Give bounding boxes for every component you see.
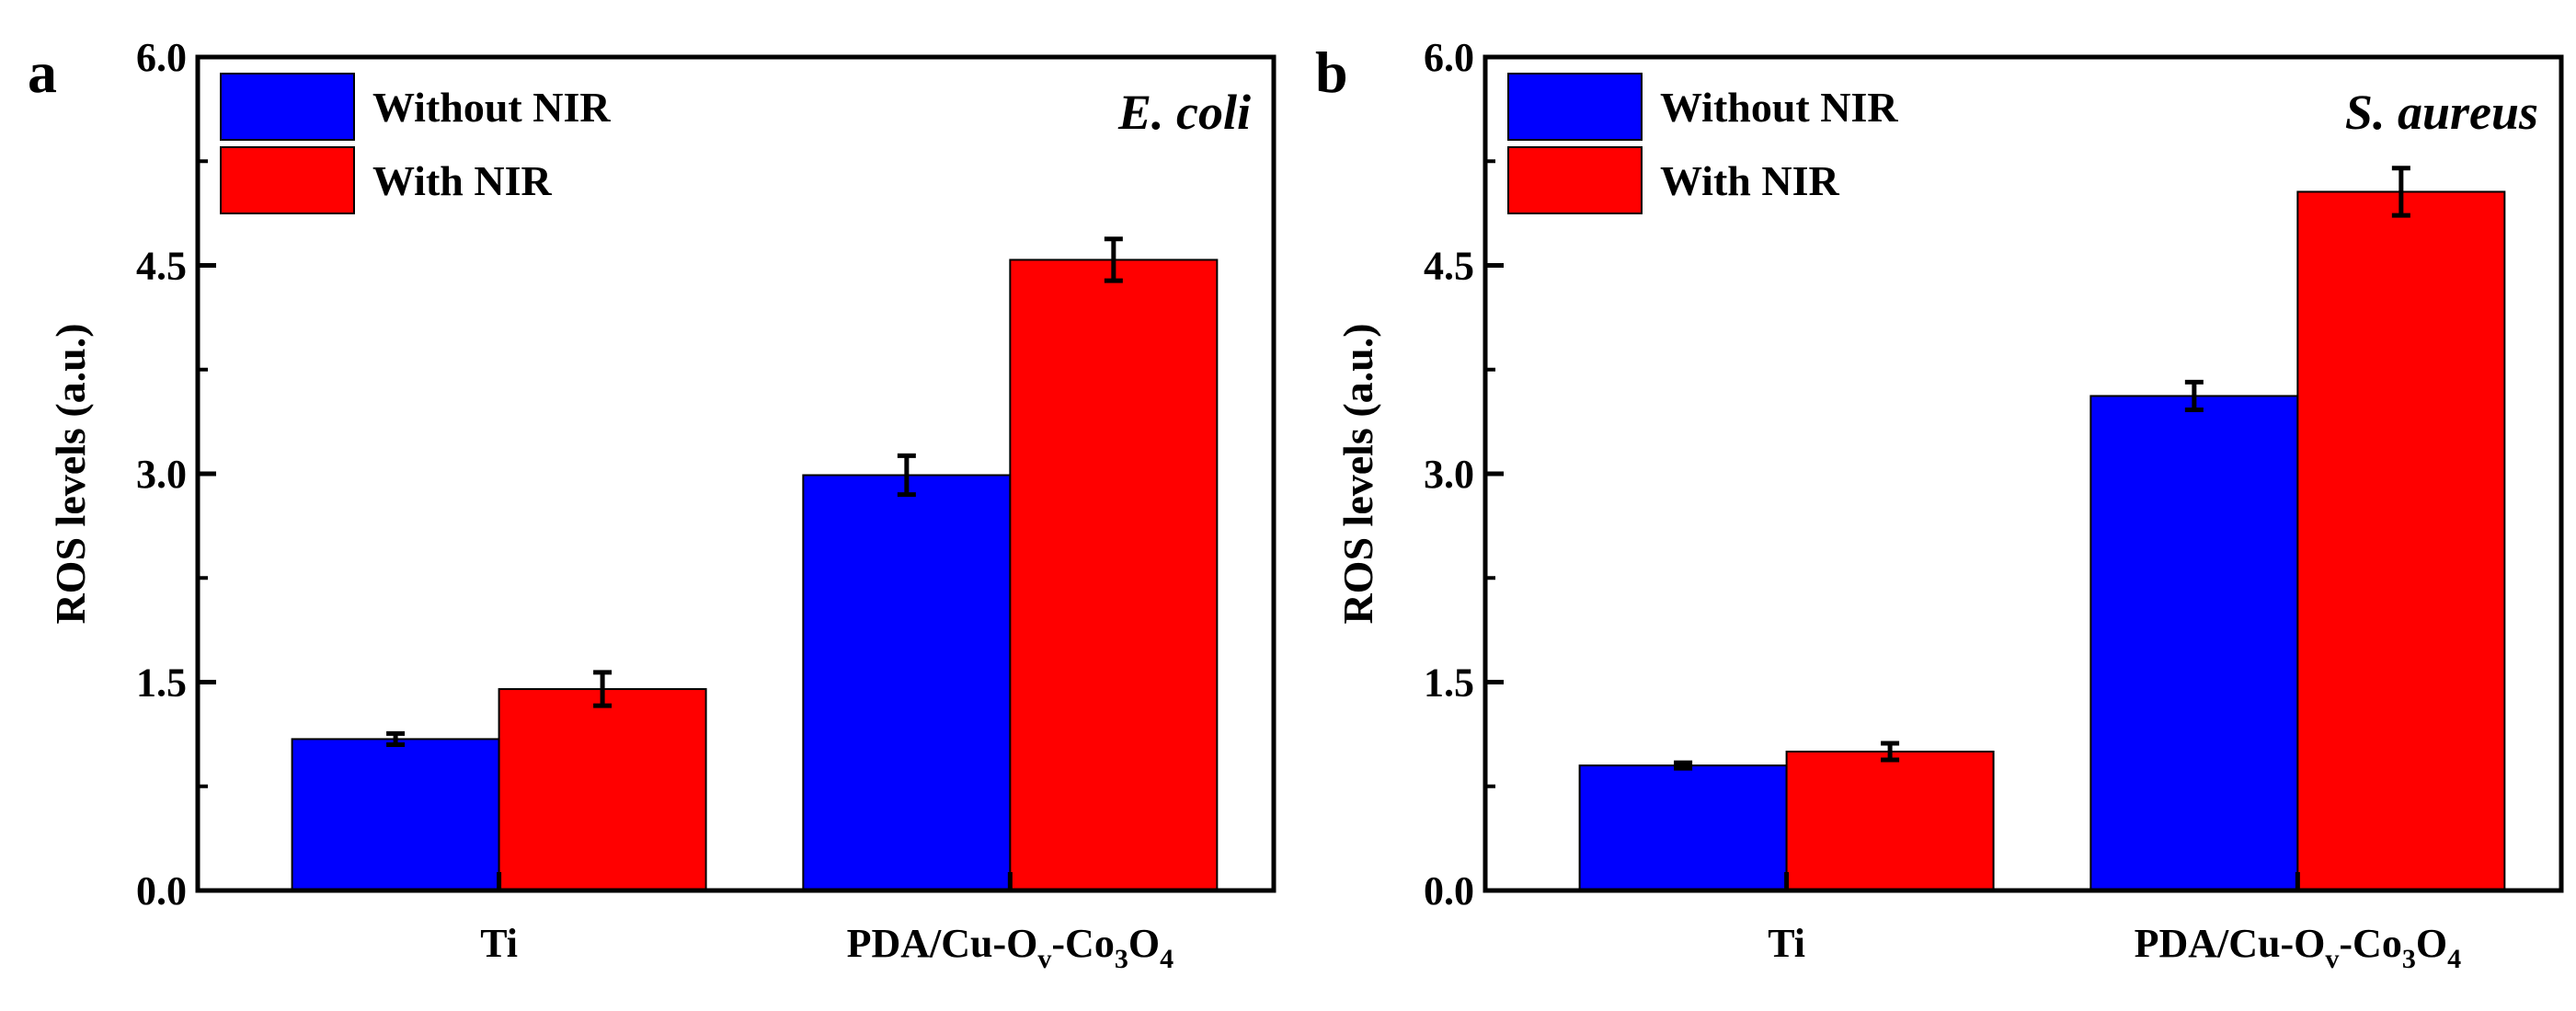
legend-label: With NIR bbox=[372, 157, 552, 204]
chart-panel-a: a 0.0 1.5 3.0 4.5 6.0 Ti PDA/Cu-Ov-Co3O4 ROS lev… bbox=[28, 35, 1277, 974]
legend-swatch bbox=[1507, 146, 1643, 214]
panel-label: b bbox=[1315, 40, 1348, 105]
chart-panel-b: b 0.0 1.5 3.0 4.5 6.0 Ti PDA/Cu-Ov-Co3O4 ROS lev… bbox=[1288, 0, 2576, 1011]
y-tick-label: 6.0 bbox=[1424, 35, 1474, 80]
error-bar bbox=[593, 670, 613, 708]
legend-label: Without NIR bbox=[1660, 84, 1898, 131]
bar bbox=[802, 474, 1012, 891]
bar bbox=[1009, 258, 1219, 891]
y-axis-title: ROS levels (a.u.) bbox=[47, 323, 94, 624]
y-tick-label: 6.0 bbox=[136, 35, 187, 80]
species-annotation: S. aureus bbox=[2345, 85, 2538, 140]
error-bar bbox=[1104, 236, 1123, 283]
x-tick-label: Ti bbox=[1768, 921, 1805, 966]
x-tick-label: Ti bbox=[480, 921, 518, 966]
x-tick-label: PDA/Cu-Ov-Co3O4 bbox=[2135, 921, 2461, 974]
error-bar bbox=[897, 453, 916, 498]
species-annotation: E. coli bbox=[1117, 85, 1251, 140]
y-tick-label: 0.0 bbox=[136, 868, 187, 913]
bar bbox=[2089, 395, 2299, 891]
bar bbox=[1578, 764, 1788, 891]
legend-swatch bbox=[220, 146, 355, 214]
error-bar bbox=[386, 730, 406, 747]
bar-chart-b: b 0.0 1.5 3.0 4.5 6.0 Ti PDA/Cu-Ov-Co3O4 ROS lev… bbox=[1315, 35, 2564, 974]
error-bar bbox=[2391, 166, 2410, 218]
legend-label: With NIR bbox=[1660, 157, 1839, 204]
bar bbox=[291, 738, 500, 891]
y-tick-label: 3.0 bbox=[1424, 452, 1474, 497]
legend-swatch bbox=[1507, 73, 1643, 141]
y-tick-label: 1.5 bbox=[1424, 661, 1474, 706]
y-tick-label: 1.5 bbox=[136, 661, 187, 706]
bar bbox=[2296, 190, 2506, 892]
error-bar bbox=[2184, 379, 2204, 413]
legend-label: Without NIR bbox=[372, 84, 611, 131]
y-axis-title: ROS levels (a.u.) bbox=[1334, 323, 1381, 624]
bar bbox=[498, 688, 707, 891]
error-bar bbox=[1674, 760, 1693, 771]
y-tick-label: 4.5 bbox=[136, 244, 187, 289]
y-tick-label: 3.0 bbox=[136, 452, 187, 497]
y-tick-label: 0.0 bbox=[1424, 868, 1474, 913]
error-bar bbox=[1881, 741, 1900, 763]
bar bbox=[1785, 751, 1995, 891]
panel-label: a bbox=[28, 40, 57, 105]
bar-chart-a: a 0.0 1.5 3.0 4.5 6.0 Ti PDA/Cu-Ov-Co3O4 ROS lev… bbox=[28, 35, 1277, 974]
y-tick-label: 4.5 bbox=[1424, 244, 1474, 289]
x-tick-label: PDA/Cu-Ov-Co3O4 bbox=[847, 921, 1174, 974]
legend-swatch bbox=[220, 73, 355, 141]
